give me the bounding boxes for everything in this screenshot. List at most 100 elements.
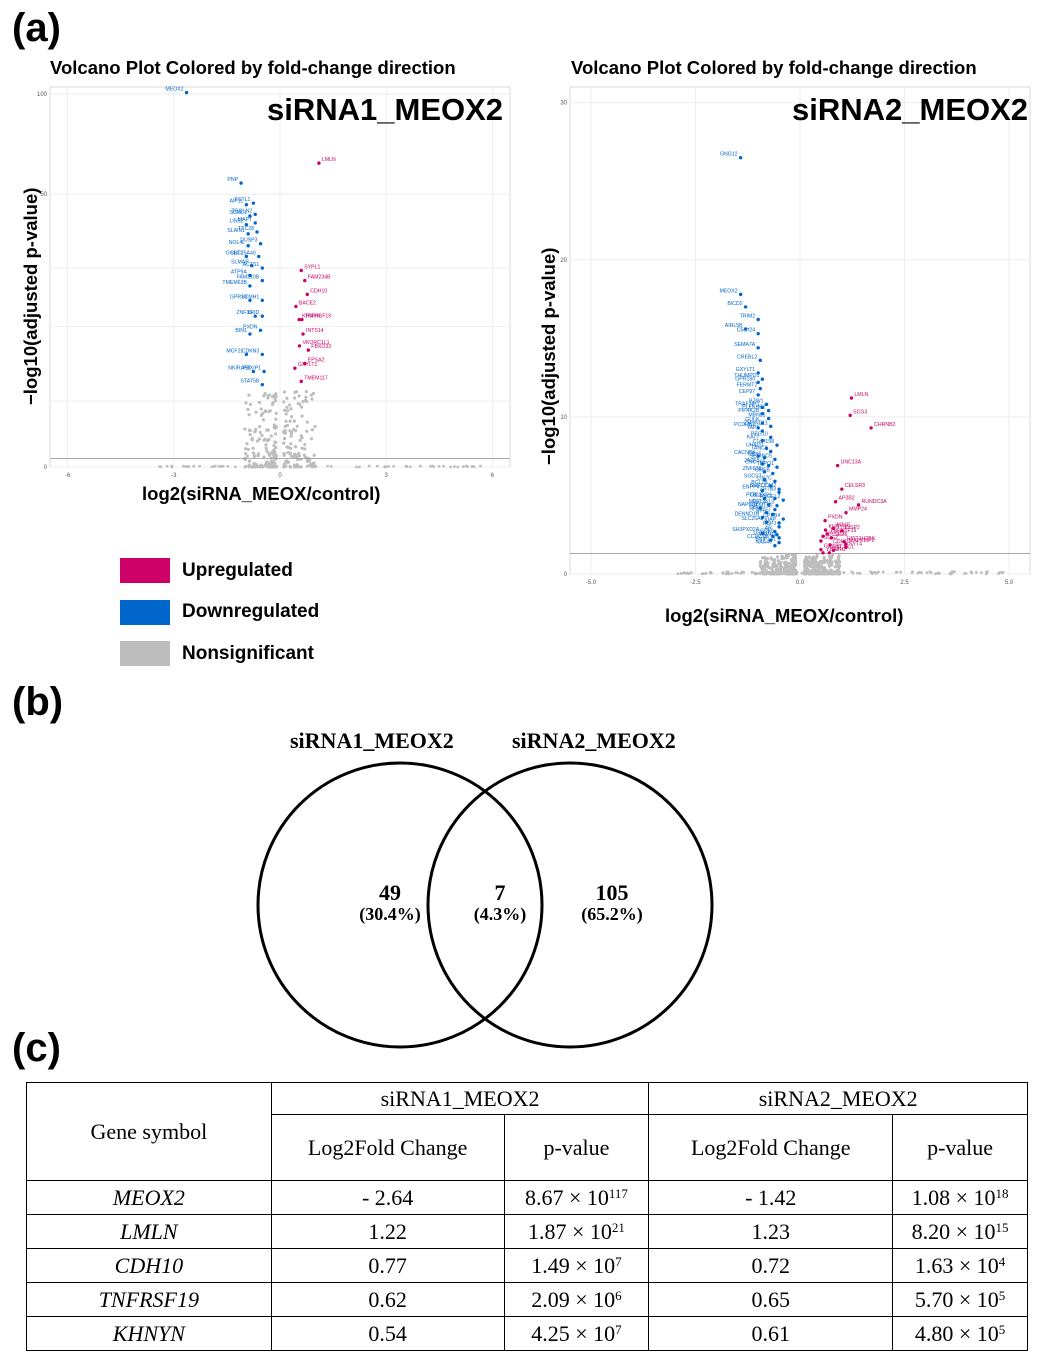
point-down <box>766 416 771 421</box>
point-nonsignificant <box>267 453 272 457</box>
point-nonsignificant <box>764 571 769 576</box>
point-nonsignificant <box>779 560 783 564</box>
point-nonsignificant <box>375 464 379 468</box>
point-up <box>823 528 828 532</box>
point-nonsignificant <box>791 559 795 563</box>
gene-label-down: BNIP141 <box>755 537 776 543</box>
point-nonsignificant <box>247 463 251 467</box>
point-nonsignificant <box>387 464 390 468</box>
point-nonsignificant <box>257 400 262 405</box>
point-down <box>771 471 775 476</box>
point-nonsignificant <box>807 555 811 559</box>
y-tick-label: 0 <box>564 572 568 578</box>
point-down <box>239 181 243 185</box>
point-up <box>831 548 836 553</box>
point-nonsignificant <box>937 571 941 575</box>
p1-cell: 2.09 × 106 <box>503 1282 650 1317</box>
p1-base: 8.67 × 10 <box>524 1184 609 1210</box>
point-up <box>299 379 303 384</box>
point-down <box>184 90 189 95</box>
point-nonsignificant <box>759 560 763 564</box>
p1-base: 2.09 × 10 <box>531 1286 616 1312</box>
point-nonsignificant <box>304 398 308 403</box>
gene-label-down: SERINC5 <box>749 453 772 459</box>
point-nonsignificant <box>721 571 725 575</box>
point-down <box>775 443 779 447</box>
gene-label-down: PEG10 <box>751 431 768 437</box>
point-nonsignificant <box>408 465 412 469</box>
gene-label-down: SLMAP <box>231 260 249 266</box>
gene-label-down: PLEKHB2 <box>742 405 765 411</box>
point-nonsignificant <box>303 447 307 451</box>
point-down <box>773 544 777 548</box>
point-nonsignificant <box>479 464 482 468</box>
point-nonsignificant <box>980 571 983 574</box>
gene-label-down: STAT5B <box>240 379 259 385</box>
gene-label-down: CDKN3 <box>242 348 260 354</box>
gene-label-down: GULK <box>745 417 760 423</box>
gene-label-down: TMEM63B <box>222 280 247 286</box>
gene-label-up: MT1E <box>836 522 850 528</box>
venn-circle-set2 <box>426 761 714 1049</box>
point-down <box>760 515 765 520</box>
point-nonsignificant <box>742 571 746 574</box>
point-nonsignificant <box>449 465 453 469</box>
point-nonsignificant <box>272 443 276 448</box>
point-nonsignificant <box>778 571 782 575</box>
point-nonsignificant <box>233 465 237 469</box>
gene-label-down: C5orf24 <box>737 328 756 334</box>
point-nonsignificant <box>811 555 816 559</box>
gene-label-up: GDAP1 <box>824 544 842 550</box>
point-down <box>258 328 263 332</box>
point-down <box>260 266 265 270</box>
point-down <box>248 298 252 302</box>
point-down <box>756 371 760 375</box>
point-down <box>762 478 767 482</box>
gene-label-up: CDH10 <box>310 288 327 294</box>
legend-swatch-upregulated <box>120 558 170 584</box>
x-tick-label: 0 <box>278 473 282 479</box>
point-nonsignificant <box>952 570 956 574</box>
point-nonsignificant <box>800 571 804 575</box>
point-nonsignificant <box>805 559 809 563</box>
point-nonsignificant <box>272 423 276 427</box>
point-nonsignificant <box>782 571 786 575</box>
point-down <box>244 254 249 259</box>
p1-cell: 4.25 × 107 <box>503 1316 650 1351</box>
point-down <box>773 507 777 512</box>
point-nonsignificant <box>271 401 275 405</box>
gene-label-up: YBX3 <box>826 547 839 553</box>
gene-label-down: GCNT2 <box>226 250 244 256</box>
point-nonsignificant <box>309 393 314 397</box>
point-nonsignificant <box>771 572 774 575</box>
point-down <box>773 479 777 484</box>
point-nonsignificant <box>252 461 256 466</box>
point-down <box>248 332 252 336</box>
point-nonsignificant <box>819 563 823 567</box>
table-row: CDH10 0.77 1.49 × 107 0.72 1.63 × 104 <box>26 1248 1028 1283</box>
point-nonsignificant <box>264 446 268 450</box>
gene-label-down: SYBU <box>756 508 770 514</box>
point-nonsignificant <box>274 432 278 436</box>
point-nonsignificant <box>772 560 776 565</box>
point-down <box>249 263 254 268</box>
point-nonsignificant <box>310 428 314 432</box>
point-nonsignificant <box>289 434 293 438</box>
point-nonsignificant <box>804 563 808 567</box>
point-nonsignificant <box>256 465 260 469</box>
point-down <box>756 317 760 322</box>
point-up <box>823 518 827 523</box>
p2-base: 1.08 × 10 <box>911 1184 996 1210</box>
point-nonsignificant <box>788 565 792 569</box>
gene-label-up: CHRNB2 <box>874 422 895 428</box>
gene-label-down: ACTS1 <box>243 262 260 268</box>
point-nonsignificant <box>314 465 318 468</box>
point-nonsignificant <box>272 448 276 452</box>
p2-base: 5.70 × 10 <box>914 1286 999 1312</box>
point-nonsignificant <box>243 447 248 451</box>
point-nonsignificant <box>244 451 248 456</box>
point-nonsignificant <box>985 570 988 574</box>
point-nonsignificant <box>247 459 252 463</box>
point-down <box>766 503 771 507</box>
point-nonsignificant <box>251 446 255 450</box>
